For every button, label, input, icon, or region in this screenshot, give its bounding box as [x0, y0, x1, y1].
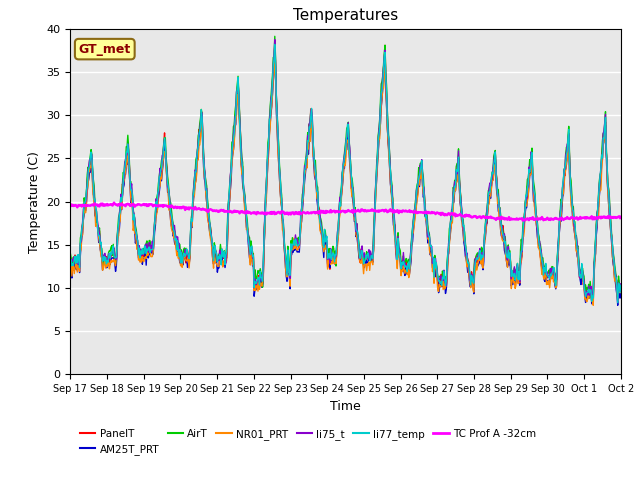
li75_t [218, 246, 226, 252]
li77_temp [413, 185, 421, 191]
li77_temp [614, 300, 621, 306]
TC Prof A -32cm [219, 208, 227, 214]
TC Prof A -32cm [110, 200, 118, 205]
Y-axis label: Temperature (C): Temperature (C) [28, 151, 41, 252]
li75_t [67, 257, 74, 263]
AirT [271, 34, 278, 39]
li75_t [189, 195, 196, 201]
PanelT [67, 255, 74, 261]
PanelT [413, 190, 421, 196]
li77_temp [271, 42, 278, 48]
AM25T_PRT [77, 252, 84, 258]
PanelT [381, 42, 389, 48]
li77_temp [67, 260, 74, 265]
TC Prof A -32cm [134, 202, 141, 207]
AirT [588, 298, 596, 303]
X-axis label: Time: Time [330, 400, 361, 413]
NR01_PRT [77, 249, 84, 255]
NR01_PRT [617, 289, 625, 295]
Line: li75_t: li75_t [70, 40, 621, 300]
Title: Temperatures: Temperatures [293, 9, 398, 24]
Text: GT_met: GT_met [79, 43, 131, 56]
PanelT [588, 297, 596, 302]
li75_t [614, 297, 621, 303]
NR01_PRT [189, 205, 196, 211]
li75_t [617, 281, 625, 287]
li77_temp [133, 237, 141, 242]
PanelT [133, 234, 141, 240]
AirT [218, 247, 226, 252]
TC Prof A -32cm [190, 206, 198, 212]
li75_t [429, 254, 437, 260]
PanelT [218, 248, 226, 254]
li77_temp [617, 282, 625, 288]
NR01_PRT [429, 262, 437, 268]
Line: PanelT: PanelT [70, 45, 621, 300]
TC Prof A -32cm [617, 214, 625, 220]
li75_t [133, 234, 141, 240]
Line: AirT: AirT [70, 36, 621, 300]
li77_temp [77, 240, 84, 246]
PanelT [617, 282, 625, 288]
AM25T_PRT [67, 266, 74, 272]
AM25T_PRT [413, 193, 421, 199]
TC Prof A -32cm [67, 203, 74, 209]
AM25T_PRT [218, 253, 226, 259]
Line: AM25T_PRT: AM25T_PRT [70, 59, 621, 305]
Line: TC Prof A -32cm: TC Prof A -32cm [70, 203, 621, 221]
li77_temp [218, 246, 226, 252]
NR01_PRT [589, 302, 597, 308]
AM25T_PRT [429, 264, 437, 270]
AM25T_PRT [614, 302, 621, 308]
PanelT [77, 246, 84, 252]
AirT [617, 282, 625, 288]
AM25T_PRT [617, 286, 625, 291]
AirT [413, 181, 421, 187]
li75_t [413, 186, 421, 192]
TC Prof A -32cm [429, 210, 437, 216]
AM25T_PRT [133, 238, 141, 243]
li77_temp [189, 193, 196, 199]
NR01_PRT [133, 246, 141, 252]
li75_t [271, 37, 278, 43]
TC Prof A -32cm [413, 210, 421, 216]
PanelT [189, 198, 196, 204]
AirT [77, 235, 84, 241]
TC Prof A -32cm [77, 203, 84, 208]
AirT [429, 255, 437, 261]
AirT [189, 194, 196, 200]
Line: NR01_PRT: NR01_PRT [70, 57, 621, 305]
PanelT [429, 261, 437, 267]
AM25T_PRT [189, 206, 196, 212]
li77_temp [429, 255, 437, 261]
AM25T_PRT [271, 56, 278, 61]
AirT [133, 234, 141, 240]
TC Prof A -32cm [519, 218, 527, 224]
li75_t [77, 241, 84, 247]
NR01_PRT [271, 54, 278, 60]
NR01_PRT [67, 265, 74, 271]
Legend: PanelT, AM25T_PRT, AirT, NR01_PRT, li75_t, li77_temp, TC Prof A -32cm: PanelT, AM25T_PRT, AirT, NR01_PRT, li75_… [76, 424, 540, 459]
NR01_PRT [218, 258, 226, 264]
AirT [67, 251, 74, 256]
NR01_PRT [413, 196, 421, 202]
Line: li77_temp: li77_temp [70, 45, 621, 303]
